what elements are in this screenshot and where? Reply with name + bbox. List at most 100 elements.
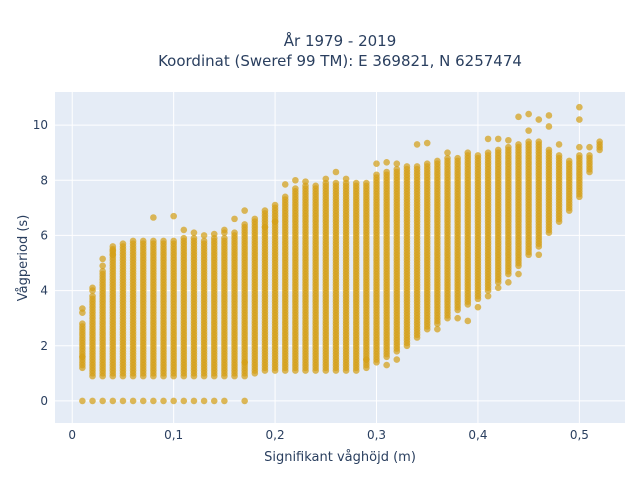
- data-point: [271, 201, 279, 209]
- tick-labels: 0 0,1 0,2 0,3 0,4 0,5 0 2 4 6 8 10: [33, 118, 589, 442]
- data-points: [79, 103, 603, 405]
- outlier-point: [444, 149, 451, 156]
- data-point: [484, 149, 492, 156]
- y-tick-label: 6: [40, 228, 48, 242]
- outlier-point: [231, 215, 238, 223]
- zero-period-point: [129, 397, 137, 405]
- zero-period-point: [210, 397, 218, 405]
- outlier-point: [586, 143, 593, 151]
- outlier-point: [180, 226, 188, 234]
- data-point: [565, 157, 573, 165]
- outlier-point: [190, 229, 198, 236]
- outlier-point: [271, 218, 279, 225]
- data-point: [292, 185, 299, 192]
- x-tick-label: 0: [68, 428, 76, 442]
- data-point: [373, 171, 380, 179]
- data-point: [576, 152, 583, 159]
- data-point: [434, 157, 441, 165]
- outlier-point: [363, 356, 370, 363]
- chart-title-line-2: Koordinat (Sweref 99 TM): E 369821, N 62…: [158, 52, 522, 70]
- data-point: [119, 240, 127, 248]
- x-tick-label: 0,5: [570, 428, 589, 442]
- data-point: [352, 179, 360, 187]
- outlier-point: [261, 223, 269, 231]
- outlier-point: [576, 143, 583, 151]
- outlier-point: [79, 305, 86, 312]
- outlier-point: [555, 141, 563, 148]
- outlier-point: [545, 112, 553, 119]
- outlier-point: [484, 292, 492, 300]
- outlier-point: [241, 359, 248, 366]
- outlier-point: [484, 135, 492, 143]
- outlier-point: [241, 207, 248, 214]
- outlier-point: [393, 356, 401, 363]
- outlier-point: [515, 113, 522, 121]
- data-point: [190, 234, 198, 242]
- data-point: [494, 146, 502, 154]
- outlier-point: [99, 255, 106, 263]
- data-point: [515, 141, 522, 148]
- outlier-point: [393, 160, 401, 168]
- data-point: [413, 163, 421, 170]
- y-tick-label: 10: [33, 118, 48, 132]
- data-point: [180, 234, 188, 242]
- outlier-point: [413, 141, 421, 148]
- outlier-point: [383, 159, 390, 166]
- data-point: [281, 193, 289, 201]
- outlier-point: [99, 262, 106, 270]
- data-point: [535, 138, 543, 145]
- zero-period-point: [160, 397, 167, 405]
- outlier-point: [505, 279, 512, 286]
- x-tick-label: 0,1: [164, 428, 183, 442]
- outlier-point: [89, 284, 96, 292]
- outlier-point: [373, 160, 380, 168]
- zero-period-point: [99, 397, 106, 405]
- x-tick-label: 0,4: [468, 428, 487, 442]
- data-point: [586, 152, 593, 159]
- zero-period-point: [109, 397, 117, 405]
- data-point: [160, 237, 167, 245]
- outlier-point: [494, 135, 502, 143]
- outlier-point: [434, 325, 441, 333]
- outlier-point: [474, 303, 482, 311]
- zero-period-point: [139, 397, 147, 405]
- outlier-point: [281, 181, 289, 188]
- zero-period-point: [180, 397, 188, 405]
- outlier-point: [454, 314, 461, 322]
- outlier-point: [403, 342, 411, 350]
- y-axis-label: Vågperiod (s): [16, 215, 31, 302]
- data-point: [150, 237, 157, 245]
- data-point: [383, 168, 390, 176]
- outlier-point: [383, 361, 390, 369]
- data-point: [454, 154, 461, 162]
- data-point: [231, 229, 238, 236]
- y-tick-label: 2: [40, 339, 48, 353]
- data-point: [393, 165, 401, 173]
- data-point: [332, 179, 340, 187]
- data-point: [423, 160, 431, 168]
- data-point: [444, 154, 451, 162]
- outlier-point: [464, 149, 472, 156]
- outlier-point: [79, 353, 86, 361]
- data-point: [170, 237, 177, 245]
- x-tick-label: 0,3: [367, 428, 386, 442]
- data-point: [403, 163, 411, 170]
- zero-period-point: [221, 397, 228, 405]
- zero-period-point: [170, 397, 177, 405]
- data-point: [221, 234, 228, 242]
- data-point: [129, 237, 137, 245]
- outlier-point: [302, 178, 309, 185]
- zero-period-point: [79, 397, 86, 405]
- outlier-point: [200, 232, 208, 239]
- data-point: [139, 237, 147, 245]
- outlier-point: [292, 176, 299, 184]
- zero-period-point: [190, 397, 198, 405]
- outlier-point: [322, 175, 330, 183]
- data-point: [241, 221, 248, 228]
- data-point: [251, 215, 259, 223]
- zero-period-point: [241, 397, 248, 405]
- data-point: [596, 138, 603, 145]
- outlier-point: [221, 226, 228, 234]
